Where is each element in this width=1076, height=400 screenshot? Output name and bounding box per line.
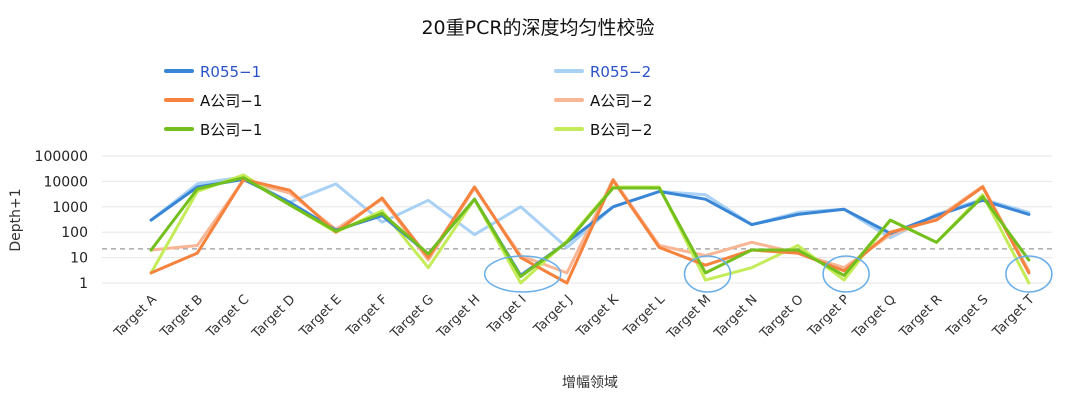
highlight-circle <box>683 255 732 293</box>
legend: R055−1 A公司−1 B公司−1 R055−2 A公司−2 B公司−2 <box>164 63 652 139</box>
highlight-circle <box>822 255 870 293</box>
x-tick-label: Target R <box>896 292 945 341</box>
y-tick-label: 10000 <box>43 174 88 190</box>
chart-title: 20重PCR的深度均匀性校验 <box>421 17 654 39</box>
x-tick-label: Target G <box>387 292 437 342</box>
y-axis: 100000 10000 1000 100 10 1 <box>35 149 88 292</box>
legend-label: B公司−2 <box>590 121 652 139</box>
y-tick-label: 100 <box>61 225 88 241</box>
x-tick-label: Target F <box>343 292 391 340</box>
legend-label: A公司−1 <box>200 92 262 110</box>
x-tick-label: Target S <box>943 292 992 341</box>
y-tick-label: 1 <box>79 276 88 292</box>
legend-label: R055−1 <box>200 63 261 81</box>
x-axis-label: 增幅领域 <box>562 375 618 391</box>
y-tick-label: 1000 <box>52 200 88 216</box>
x-tick-label: Target H <box>434 292 484 342</box>
series-lines <box>149 173 1031 285</box>
x-tick-label: Target N <box>711 292 761 342</box>
y-tick-label: 100000 <box>35 149 88 165</box>
series-line <box>149 177 1031 285</box>
x-tick-label: Target M <box>664 292 715 343</box>
x-tick-label: Target I <box>484 292 529 337</box>
x-tick-label: Target A <box>111 292 160 341</box>
x-tick-label: Target P <box>805 292 853 340</box>
x-tick-label: Target K <box>573 292 622 341</box>
x-tick-label: Target J <box>530 292 575 337</box>
series-line <box>149 176 1031 278</box>
x-tick-label: Target O <box>757 292 807 342</box>
highlight-circles <box>483 255 1053 293</box>
legend-label: A公司−2 <box>590 92 652 110</box>
y-tick-label: 10 <box>70 251 88 267</box>
legend-label: B公司−1 <box>200 121 262 139</box>
highlight-circle <box>483 255 562 293</box>
x-tick-label: Target Q <box>849 292 899 342</box>
x-tick-label: Target E <box>296 292 344 340</box>
x-tick-label: Target T <box>989 292 1037 340</box>
x-tick-label: Target C <box>203 292 252 341</box>
y-axis-label: Depth+1 <box>8 188 24 251</box>
highlight-circle <box>1005 255 1053 293</box>
x-tick-label: Target L <box>620 292 668 340</box>
legend-label: R055−2 <box>590 63 651 81</box>
x-tick-label: Target D <box>249 292 299 342</box>
x-tick-label: Target B <box>157 292 206 341</box>
